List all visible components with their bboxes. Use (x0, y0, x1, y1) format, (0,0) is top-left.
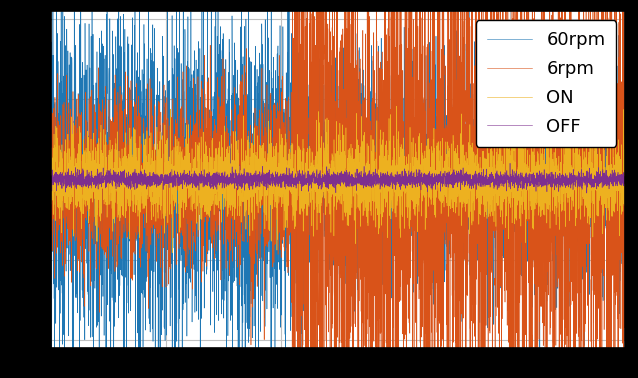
ON (392, 172, 399, 177)
60rpm (152, 178, 160, 183)
60rpm (47, 268, 55, 272)
6rpm (289, 9, 297, 14)
ON (151, 173, 159, 177)
6rpm (392, 215, 399, 219)
6rpm (47, 163, 55, 167)
6rpm (151, 148, 159, 152)
ON (168, 251, 176, 255)
ON (47, 164, 55, 169)
OFF (621, 172, 629, 177)
ON (267, 128, 274, 132)
60rpm (421, 157, 429, 162)
60rpm (392, 203, 399, 207)
OFF (47, 180, 55, 184)
Line: 60rpm: 60rpm (51, 11, 625, 348)
Line: OFF: OFF (51, 163, 625, 193)
ON (476, 178, 484, 183)
OFF (151, 174, 159, 178)
6rpm (288, 345, 296, 350)
6rpm (267, 132, 274, 136)
Legend: 60rpm, 6rpm, ON, OFF: 60rpm, 6rpm, ON, OFF (476, 20, 616, 147)
6rpm (621, 65, 629, 70)
OFF (519, 178, 527, 182)
Line: ON: ON (51, 106, 625, 253)
ON (393, 104, 401, 108)
6rpm (476, 297, 484, 301)
ON (519, 166, 527, 170)
Line: 6rpm: 6rpm (51, 11, 625, 348)
ON (421, 167, 429, 172)
ON (621, 163, 629, 168)
60rpm (48, 345, 56, 350)
60rpm (49, 9, 57, 14)
OFF (506, 161, 514, 166)
OFF (267, 176, 274, 181)
60rpm (621, 253, 629, 258)
6rpm (421, 53, 429, 57)
60rpm (519, 213, 527, 217)
6rpm (519, 313, 527, 318)
OFF (392, 187, 399, 192)
60rpm (267, 113, 274, 117)
60rpm (476, 195, 484, 200)
OFF (420, 178, 428, 182)
OFF (475, 181, 483, 185)
OFF (583, 191, 591, 195)
